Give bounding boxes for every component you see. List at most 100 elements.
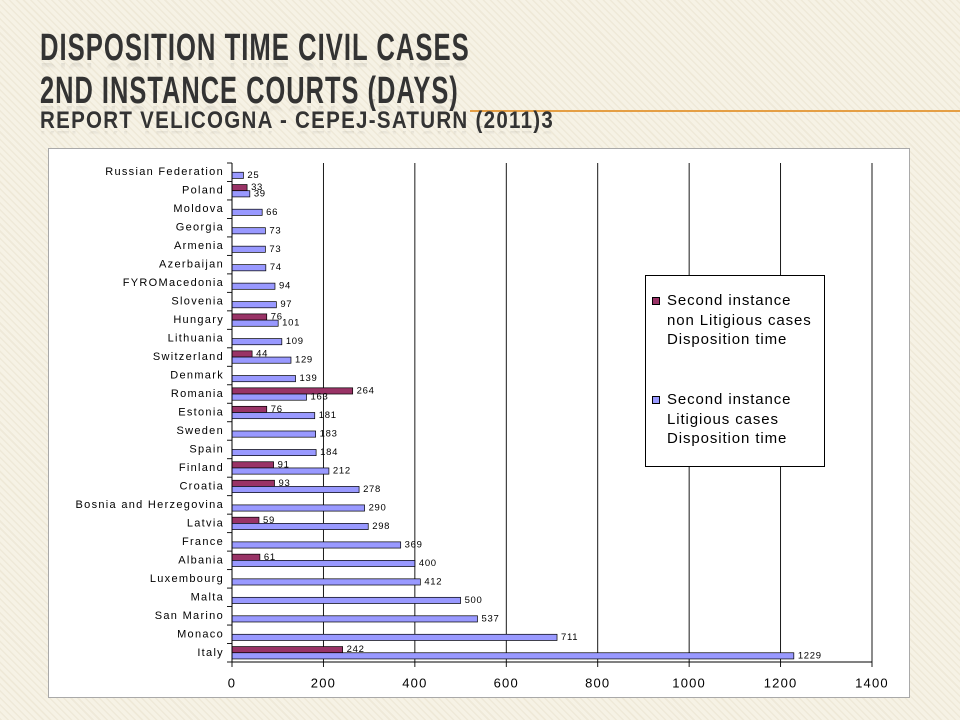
title-underline-rule bbox=[470, 110, 960, 112]
value-label: 59 bbox=[263, 515, 275, 526]
value-label: 212 bbox=[333, 466, 351, 477]
category-label: Monaco bbox=[177, 628, 224, 640]
value-label: 139 bbox=[300, 373, 318, 384]
category-label: Luxembourg bbox=[150, 573, 224, 585]
bar-non-litigious bbox=[231, 184, 248, 192]
x-tick-label: 200 bbox=[311, 676, 336, 691]
value-label: 278 bbox=[363, 484, 381, 495]
legend-item-non-litigious: Second instance non Litigious cases Disp… bbox=[646, 276, 824, 466]
value-label: 183 bbox=[320, 429, 338, 440]
bar-litigious bbox=[231, 486, 360, 493]
category-label: Russian Federation bbox=[105, 166, 224, 178]
bar-litigious bbox=[231, 375, 296, 383]
x-tick-label: 800 bbox=[585, 676, 610, 691]
value-label: 91 bbox=[278, 459, 290, 470]
category-label: FYROMacedonia bbox=[123, 277, 224, 289]
value-label: 101 bbox=[282, 318, 300, 329]
value-label: 711 bbox=[561, 632, 578, 643]
value-label: 242 bbox=[347, 644, 365, 655]
value-label: 94 bbox=[279, 281, 291, 292]
value-label: 97 bbox=[280, 299, 292, 310]
value-label: 500 bbox=[465, 595, 483, 606]
category-label: Georgia bbox=[176, 222, 224, 234]
bar-non-litigious bbox=[231, 405, 268, 413]
value-label: 109 bbox=[286, 336, 304, 347]
bar-litigious bbox=[231, 190, 251, 198]
x-tick-label: 1400 bbox=[855, 676, 889, 691]
value-label: 298 bbox=[372, 521, 390, 532]
category-label: Italy bbox=[197, 647, 224, 659]
value-label: 537 bbox=[481, 613, 499, 624]
category-label: Bosnia and Herzegovina bbox=[76, 499, 224, 511]
value-label: 129 bbox=[295, 355, 313, 366]
bar-non-litigious bbox=[231, 387, 354, 395]
category-label: Romania bbox=[171, 388, 224, 400]
category-label: Spain bbox=[189, 443, 224, 455]
value-label: 66 bbox=[266, 207, 278, 218]
category-label: Moldova bbox=[173, 203, 224, 215]
value-label: 25 bbox=[247, 170, 259, 181]
bar-litigious bbox=[231, 652, 795, 660]
value-label: 163 bbox=[311, 392, 329, 403]
value-label: 39 bbox=[254, 188, 266, 199]
bar-litigious bbox=[231, 264, 267, 272]
value-label: 264 bbox=[357, 385, 375, 396]
category-label: Denmark bbox=[170, 370, 224, 382]
legend-swatch-non-litigious bbox=[652, 297, 660, 305]
bar-non-litigious bbox=[231, 646, 343, 654]
slide-title-line-3: REPORT VELICOGNA - CEPEJ-SATURN (2011)3 bbox=[40, 107, 555, 134]
category-label: Finland bbox=[179, 462, 224, 474]
bar-litigious bbox=[231, 227, 266, 235]
value-label: 76 bbox=[271, 404, 283, 415]
bar-litigious bbox=[231, 171, 244, 179]
value-label: 290 bbox=[369, 503, 387, 514]
bar-litigious bbox=[231, 615, 478, 623]
slide-title-line-2: 2ND INSTANCE COURTS (DAYS) bbox=[40, 70, 459, 112]
bar-litigious bbox=[231, 633, 558, 641]
category-label: San Marino bbox=[155, 610, 224, 622]
bar-litigious bbox=[231, 430, 317, 438]
value-label: 44 bbox=[256, 348, 268, 359]
value-label: 76 bbox=[271, 311, 283, 322]
category-label: Malta bbox=[191, 591, 224, 603]
bar-non-litigious bbox=[231, 461, 274, 469]
bar-litigious bbox=[231, 338, 283, 346]
x-tick-label: 1000 bbox=[672, 676, 706, 691]
bar-non-litigious bbox=[231, 313, 268, 321]
value-label: 181 bbox=[319, 410, 337, 421]
bar-litigious bbox=[231, 449, 317, 457]
category-label: Azerbaijan bbox=[159, 259, 224, 271]
category-label: Estonia bbox=[178, 407, 224, 419]
bar-litigious bbox=[231, 541, 402, 549]
category-label: Latvia bbox=[187, 517, 224, 529]
category-label: Switzerland bbox=[153, 351, 224, 363]
value-label: 33 bbox=[251, 182, 263, 193]
value-label: 1229 bbox=[798, 650, 822, 661]
value-label: 73 bbox=[269, 244, 281, 255]
bar-non-litigious bbox=[231, 553, 261, 561]
value-label: 412 bbox=[424, 576, 442, 587]
legend-label-litigious: Second instance Litigious cases Disposit… bbox=[667, 391, 792, 447]
value-label: 73 bbox=[269, 225, 281, 236]
category-label: Poland bbox=[182, 185, 224, 197]
axes bbox=[227, 162, 873, 667]
category-label: Hungary bbox=[173, 314, 224, 326]
legend-item-litigious: Second instance Litigious cases Disposit… bbox=[646, 276, 824, 466]
value-label: 74 bbox=[270, 262, 282, 273]
category-label: Slovenia bbox=[171, 296, 224, 308]
bar-litigious bbox=[231, 504, 365, 512]
x-tick-label: 1200 bbox=[764, 676, 798, 691]
value-label: 61 bbox=[264, 552, 276, 563]
value-label: 184 bbox=[320, 447, 338, 458]
bar-non-litigious bbox=[231, 350, 253, 358]
slide-title-line-1: DISPOSITION TIME CIVIL CASES bbox=[40, 27, 470, 69]
chart-panel: 33 76 44 264 76 91 93 59 61 242 25 39 66 73 73 74 94 97 10… bbox=[48, 148, 910, 698]
bar-non-litigious bbox=[231, 479, 275, 487]
bar-litigious bbox=[231, 282, 276, 290]
bar-litigious bbox=[231, 208, 263, 216]
category-label: Albania bbox=[178, 554, 224, 566]
bar-litigious bbox=[231, 245, 266, 253]
